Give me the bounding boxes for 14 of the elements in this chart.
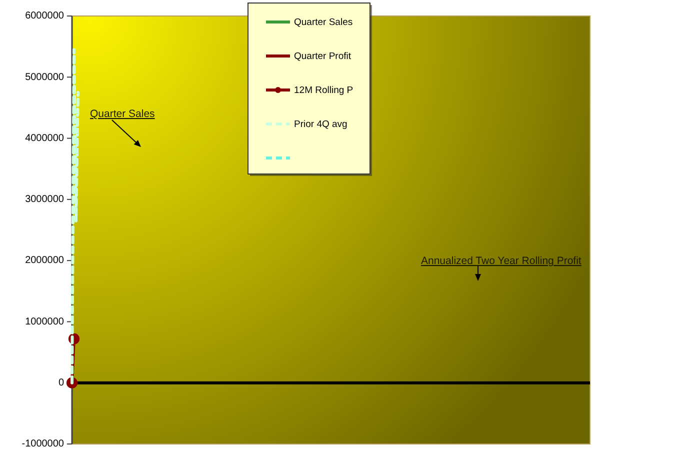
y-tick-label: 1000000 [25,316,64,328]
legend-label: Prior 4Q avg [294,118,348,130]
legend-label: Quarter Profit [294,50,352,62]
y-tick-label: 3000000 [25,194,64,206]
y-tick-label: 4000000 [25,132,64,144]
legend-label: 12M Rolling P [294,84,354,96]
y-tick-label: 5000000 [25,72,64,83]
legend-label: Quarter Sales [294,16,353,28]
y-tick-label: 0 [58,378,64,388]
annotation: Annualized Two Year Rolling Profit [421,255,582,267]
annotation: Quarter Sales [90,108,155,120]
y-tick-label: 6000000 [25,10,64,22]
y-tick-label: 2000000 [25,255,64,266]
y-tick-label: -1000000 [22,438,64,450]
